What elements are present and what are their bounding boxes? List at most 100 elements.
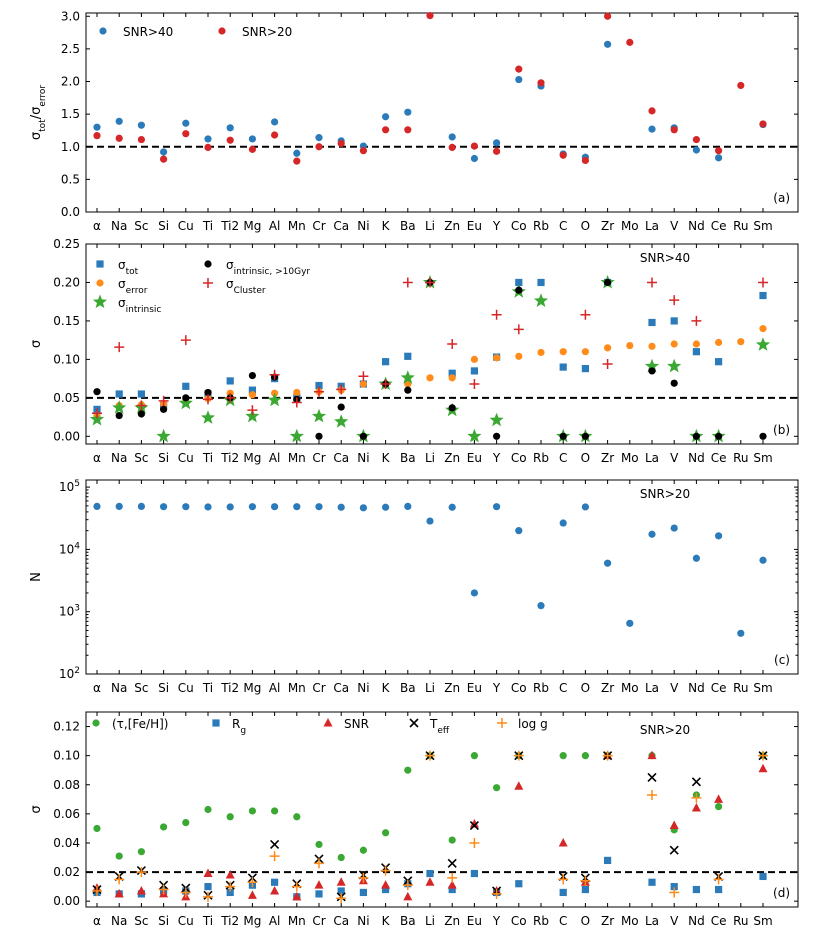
- x-tick-label: Al: [269, 451, 281, 465]
- y-tick-label: 0.04: [53, 836, 80, 850]
- series-snr-20: [93, 12, 767, 165]
- data-point: [559, 151, 567, 159]
- data-point: [691, 315, 702, 326]
- data-point: [248, 386, 256, 394]
- data-point: [180, 887, 191, 898]
- data-point: [270, 885, 280, 895]
- data-point: [626, 38, 634, 46]
- legend-label: (τ,[Fe/H]): [112, 717, 168, 731]
- x-tick-label: Mo: [621, 914, 639, 928]
- data-point: [156, 428, 171, 443]
- x-tick-label: O: [581, 914, 590, 928]
- legend-marker: [96, 279, 104, 287]
- data-point: [182, 119, 190, 127]
- x-tick-label: Y: [492, 219, 501, 233]
- data-point: [559, 432, 567, 440]
- data-point: [269, 369, 280, 380]
- data-point: [137, 410, 145, 418]
- x-tick-label: Al: [269, 681, 281, 695]
- data-point: [182, 503, 190, 511]
- data-point: [204, 143, 212, 152]
- data-point: [515, 880, 523, 888]
- data-point: [269, 851, 280, 862]
- series-snr: [92, 750, 768, 901]
- data-point: [293, 388, 301, 397]
- data-point: [448, 374, 456, 382]
- x-tick-label: Mg: [243, 914, 261, 928]
- data-point: [647, 789, 657, 800]
- series--cluster: [92, 277, 768, 419]
- x-tick-label: Ti2: [220, 914, 239, 928]
- data-point: [559, 752, 567, 760]
- x-tick-label: Co: [511, 451, 527, 465]
- x-tick-label: Ca: [333, 914, 349, 928]
- x-tick-label: Sm: [753, 451, 772, 465]
- data-point: [581, 156, 590, 165]
- data-point: [248, 135, 256, 143]
- data-point: [581, 752, 590, 760]
- data-point: [515, 278, 523, 287]
- data-point: [293, 503, 301, 511]
- data-point: [537, 278, 545, 287]
- data-point: [469, 820, 479, 831]
- data-point: [448, 143, 456, 152]
- x-tick-label: Sc: [134, 451, 148, 465]
- x-tick-label: Eu: [467, 681, 482, 695]
- x-tick-label: C: [559, 451, 567, 465]
- data-point: [359, 380, 367, 388]
- data-point: [537, 79, 545, 87]
- y-tick-label: 102: [59, 666, 80, 681]
- data-point: [315, 381, 323, 390]
- data-point: [358, 371, 369, 382]
- data-point: [315, 143, 323, 151]
- data-point: [182, 394, 190, 402]
- data-point: [448, 836, 456, 844]
- y-tick-label: 103: [59, 604, 80, 619]
- data-point: [604, 559, 612, 567]
- x-tick-label: Ni: [357, 914, 369, 928]
- data-point: [315, 890, 323, 898]
- x-tick-label: O: [581, 681, 590, 695]
- data-point: [470, 355, 478, 363]
- x-tick-label: Si: [158, 219, 169, 233]
- x-tick-label: Rb: [533, 914, 549, 928]
- y-tick-label: 0.05: [53, 391, 80, 405]
- legend-label: Teff: [429, 717, 450, 736]
- data-point: [359, 888, 367, 897]
- data-point: [447, 880, 457, 889]
- data-point: [467, 428, 482, 443]
- data-point: [291, 397, 302, 408]
- data-point: [137, 502, 145, 510]
- x-tick-label: Ba: [400, 219, 416, 233]
- x-tick-label: Cu: [178, 451, 194, 465]
- data-point: [537, 602, 545, 610]
- x-tick-label: Y: [492, 914, 501, 928]
- series--intrinsic-10gyr: [93, 278, 767, 440]
- data-point: [559, 363, 567, 371]
- data-point: [604, 40, 612, 48]
- data-point: [715, 432, 723, 440]
- data-point: [537, 348, 545, 357]
- legend-marker: [204, 260, 212, 268]
- data-point: [713, 874, 724, 885]
- panel-label: (c): [774, 653, 790, 667]
- plot-frame: [85, 12, 799, 213]
- x-tick-label: α: [93, 914, 101, 928]
- y-tick-label: 0.02: [53, 865, 80, 879]
- series-log-g: [92, 750, 768, 904]
- data-point: [759, 291, 767, 300]
- data-point: [580, 309, 591, 320]
- legend-label: σintrinsic: [118, 296, 161, 315]
- data-point: [670, 883, 678, 891]
- data-point: [470, 869, 478, 878]
- data-point: [515, 352, 523, 360]
- data-point: [580, 875, 591, 886]
- legend-label: SNR>40: [123, 25, 173, 39]
- data-point: [114, 888, 124, 898]
- data-point: [514, 781, 524, 790]
- series--fe-h-: [93, 752, 767, 862]
- x-tick-label: Zr: [601, 914, 614, 928]
- data-point: [380, 865, 391, 876]
- x-tick-label: α: [93, 681, 101, 695]
